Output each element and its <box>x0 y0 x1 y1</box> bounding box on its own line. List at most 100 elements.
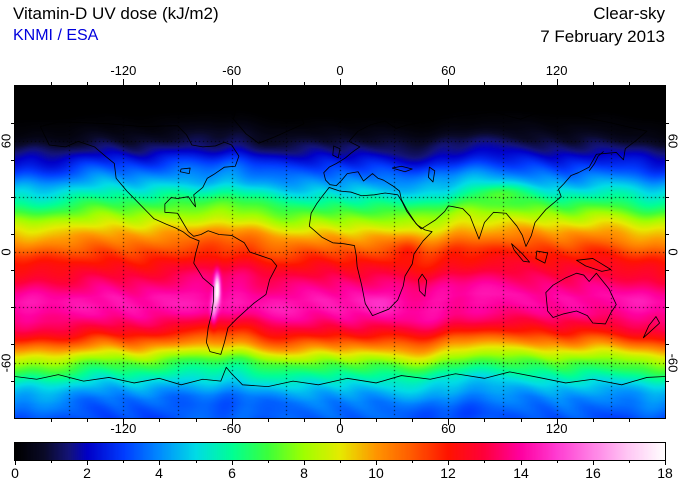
colorbar-tick <box>87 461 88 465</box>
lat-tick-left <box>11 160 14 161</box>
colorbar-tick <box>159 461 160 465</box>
lon-tick-bottom <box>448 419 449 425</box>
lon-tick-bottom <box>557 419 558 425</box>
lon-tick-top <box>51 82 52 85</box>
lon-tick-top <box>232 79 233 85</box>
antarctica-outline <box>15 366 665 388</box>
lat-tick-right <box>666 234 669 235</box>
caspian-sea-outline <box>428 166 436 183</box>
lat-tick-label-left: 60 <box>0 134 14 149</box>
lon-tick-bottom <box>593 419 594 422</box>
lon-tick-bottom <box>51 419 52 422</box>
lon-tick-top <box>629 82 630 85</box>
lat-tick-right <box>666 160 669 161</box>
colorbar-tick <box>665 461 666 465</box>
lat-tick-right <box>666 344 669 345</box>
uv-dose-heatmap-canvas <box>15 86 665 418</box>
lat-tick-left <box>11 270 14 271</box>
colorbar-tick <box>484 461 485 463</box>
colorbar-tick <box>232 461 233 465</box>
colorbar-tick <box>304 461 305 465</box>
eurasia-outline <box>323 110 648 247</box>
americas-outline <box>39 121 278 355</box>
lat-tick-label-left: 0 <box>0 248 14 256</box>
lon-tick-bottom <box>340 419 341 425</box>
lon-tick-bottom <box>412 419 413 422</box>
madagascar-outline <box>418 273 428 297</box>
lat-tick-right <box>666 270 669 271</box>
black-sea-outline <box>391 165 413 173</box>
lon-tick-label-top: 60 <box>441 63 456 78</box>
borneo-outline <box>535 250 549 264</box>
lon-tick-bottom <box>521 419 522 422</box>
lon-tick-label-bottom: -120 <box>110 421 137 436</box>
lat-tick-right <box>666 123 669 124</box>
colorbar-tick <box>412 461 413 463</box>
lat-tick-right <box>666 381 669 382</box>
colorbar-tick <box>340 461 341 463</box>
africa-outline <box>308 187 433 317</box>
lon-tick-top <box>376 82 377 85</box>
lat-tick-left <box>11 197 14 198</box>
colorbar-tick <box>629 461 630 463</box>
lon-tick-top <box>340 79 341 85</box>
lon-tick-top <box>412 82 413 85</box>
colorbar-tick <box>557 461 558 463</box>
lon-tick-label-bottom: 60 <box>441 421 456 436</box>
colorbar-tick-label: 10 <box>368 465 384 480</box>
colorbar-tick <box>593 461 594 465</box>
lon-tick-top <box>484 82 485 85</box>
lon-tick-top <box>196 82 197 85</box>
colorbar-tick-label: 16 <box>585 465 601 480</box>
colorbar-tick <box>196 461 197 463</box>
lon-tick-top <box>123 79 124 85</box>
colorbar-tick <box>376 461 377 465</box>
colorbar-tick-label: 8 <box>300 465 308 480</box>
colorbar-tick <box>268 461 269 463</box>
japan-outline <box>588 151 604 172</box>
lat-tick-label-right: 60 <box>665 134 678 149</box>
colorbar-tick-label: 4 <box>155 465 163 480</box>
lon-tick-top <box>268 82 269 85</box>
lon-tick-label-bottom: -60 <box>222 421 242 436</box>
lon-tick-top <box>448 79 449 85</box>
lat-tick-label-left: -60 <box>0 353 14 373</box>
australia-outline <box>545 272 617 325</box>
map-plot-area <box>14 85 666 419</box>
colorbar-tick-label: 18 <box>657 465 673 480</box>
lon-tick-bottom <box>87 419 88 422</box>
colorbar-tick-label: 2 <box>83 465 91 480</box>
continent-outlines <box>15 100 665 388</box>
new-zealand-outline <box>642 316 660 339</box>
lon-tick-top <box>521 82 522 85</box>
colorbar <box>14 442 666 461</box>
lat-tick-label-right: 0 <box>666 248 678 255</box>
lat-tick-right <box>666 197 669 198</box>
colorbar-tick <box>521 461 522 465</box>
lon-tick-bottom <box>159 419 160 422</box>
colorbar-tick <box>123 461 124 463</box>
lat-tick-left <box>11 123 14 124</box>
lon-tick-top <box>593 82 594 85</box>
lon-tick-label-top: 0 <box>336 63 344 78</box>
credit-label: KNMI / ESA <box>13 27 99 44</box>
lon-tick-label-top: 120 <box>545 63 568 78</box>
uk-outline <box>332 145 341 159</box>
colorbar-tick <box>51 461 52 463</box>
figure-title: Vitamin-D UV dose (kJ/m2) <box>13 4 219 23</box>
lat-tick-left <box>11 344 14 345</box>
colorbar-tick-label: 0 <box>11 465 19 480</box>
lon-tick-top <box>557 79 558 85</box>
new-guinea-outline <box>576 258 612 272</box>
lon-tick-bottom <box>484 419 485 422</box>
lon-tick-label-top: -60 <box>222 63 242 78</box>
coastlines-overlay <box>15 100 665 388</box>
colorbar-tick <box>448 461 449 465</box>
colorbar-gradient-canvas <box>15 443 665 460</box>
colorbar-tick-label: 12 <box>440 465 456 480</box>
lat-tick-label-right: -60 <box>665 353 678 373</box>
lat-tick-left <box>11 234 14 235</box>
lon-tick-top <box>87 82 88 85</box>
great-lakes-outline <box>179 167 191 175</box>
